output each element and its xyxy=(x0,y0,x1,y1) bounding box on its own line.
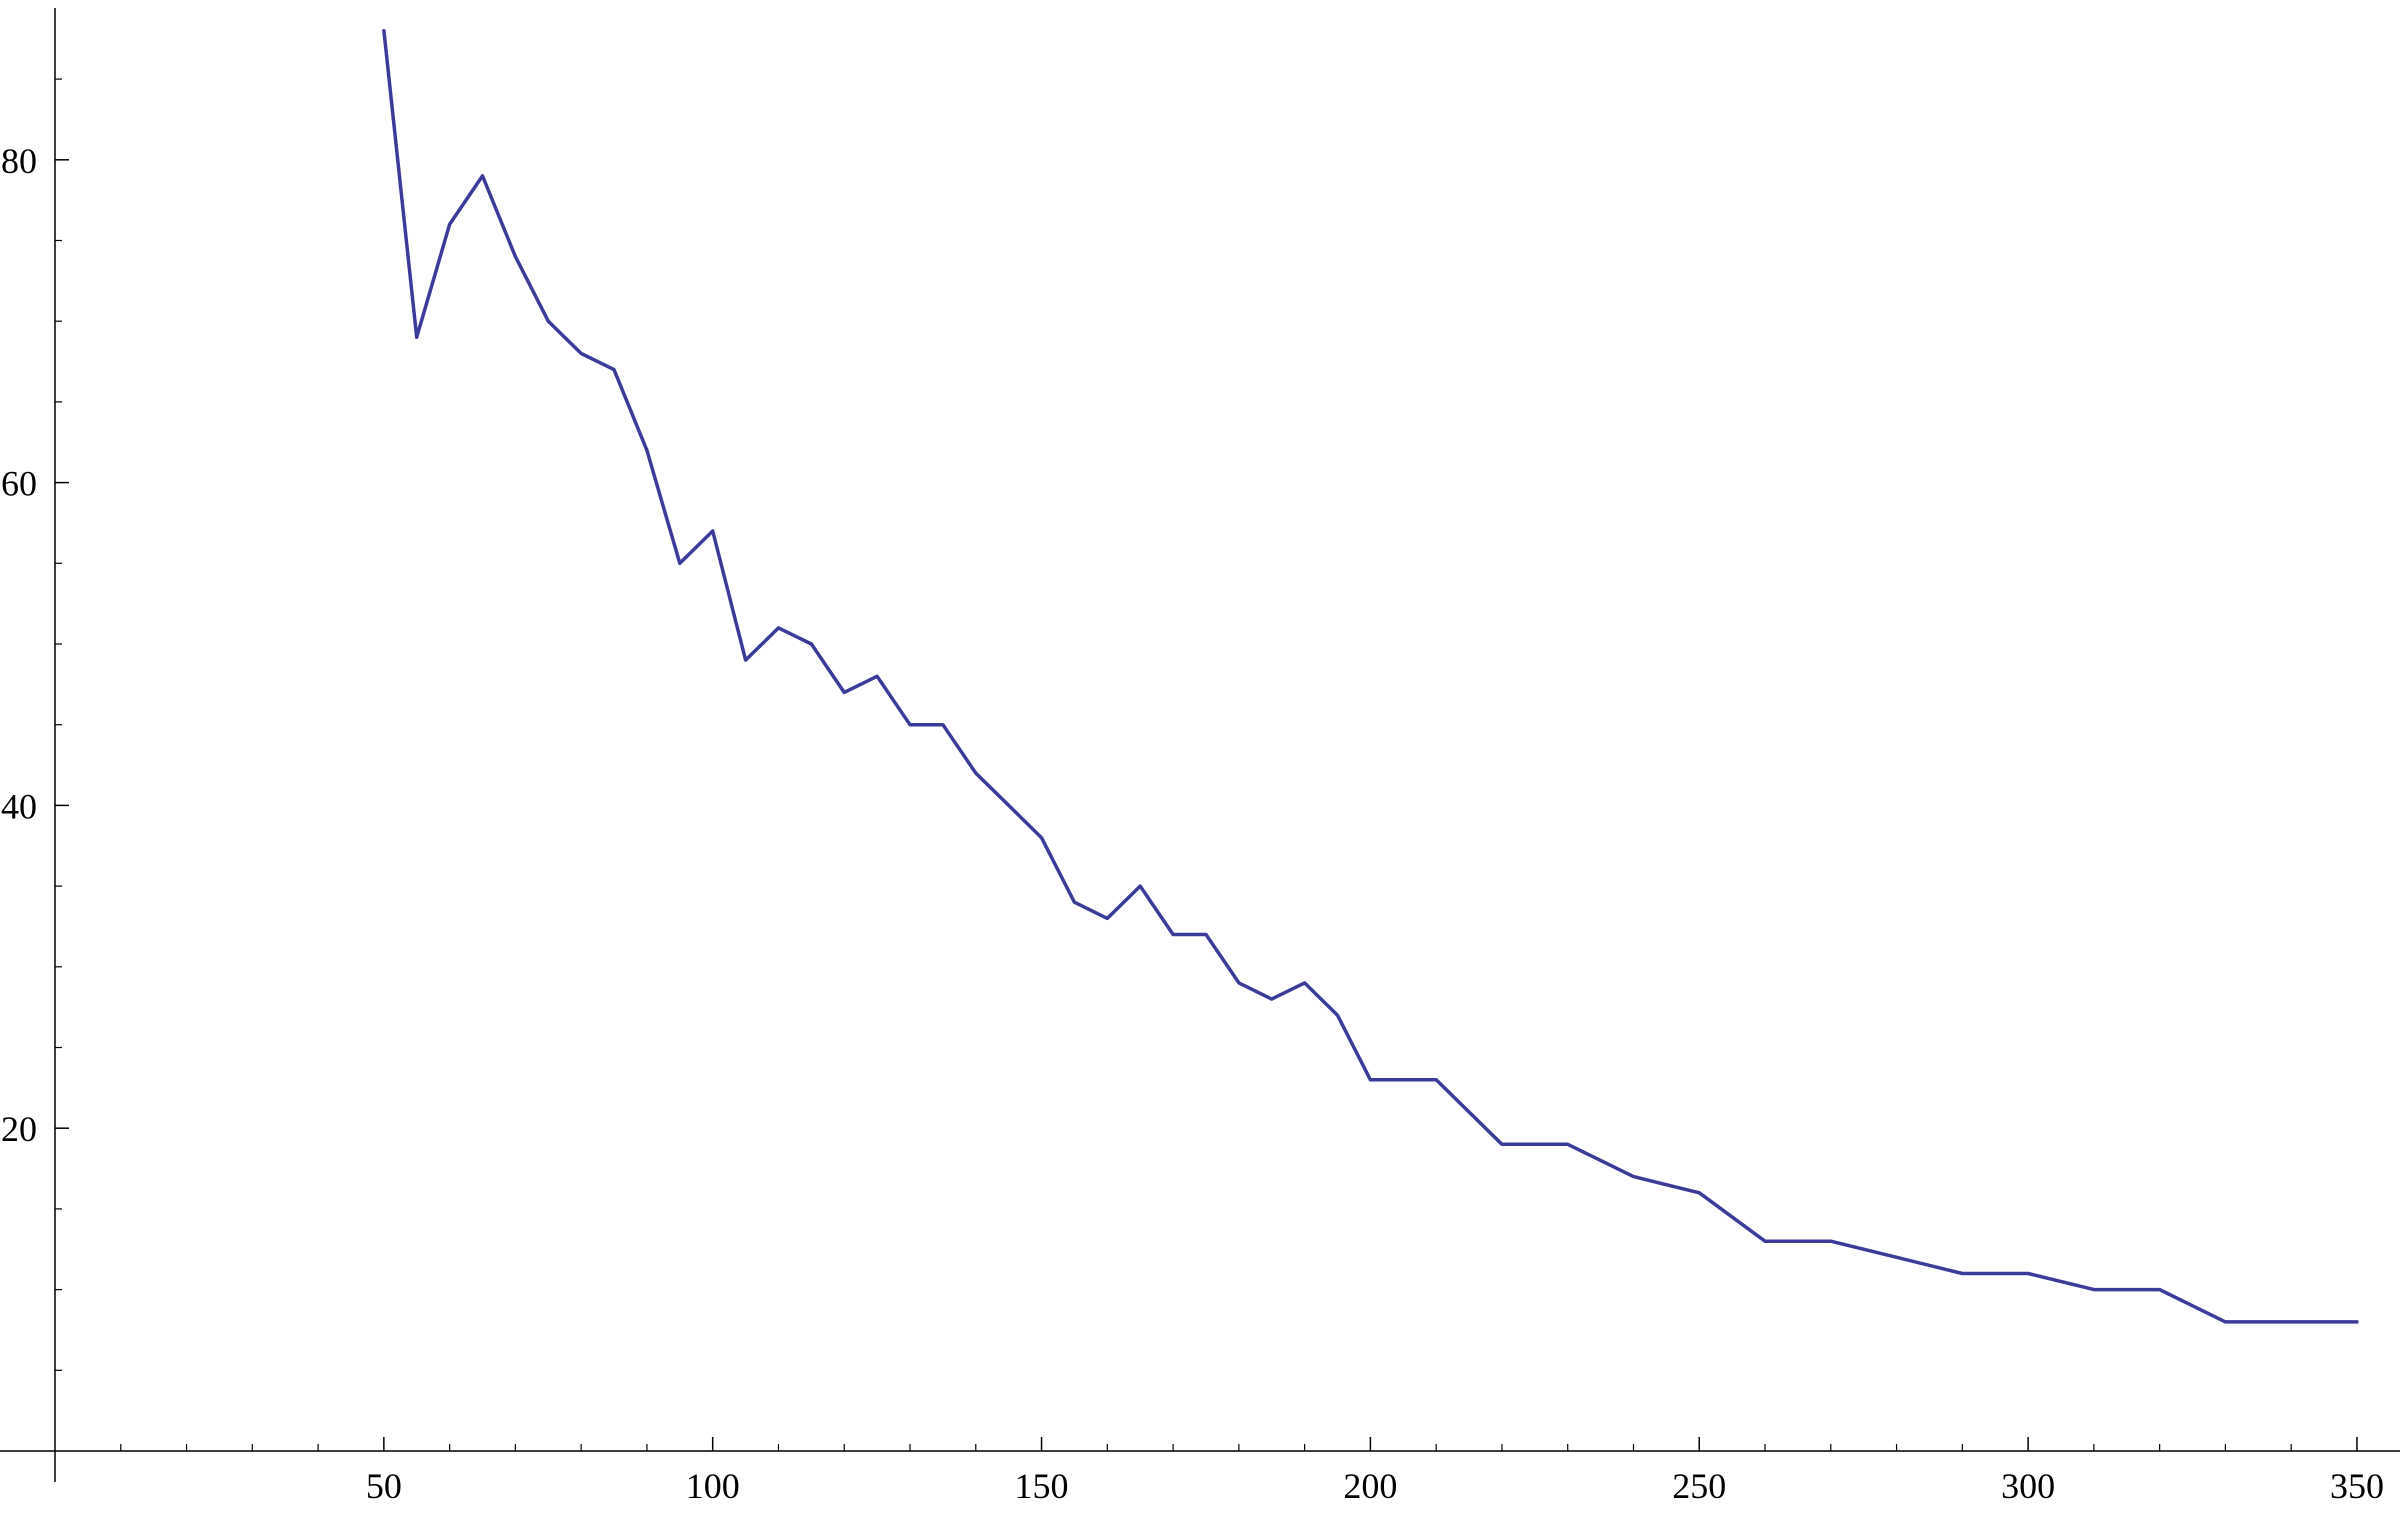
x-tick-label: 50 xyxy=(366,1466,402,1506)
data-point xyxy=(775,625,781,631)
data-point xyxy=(578,350,584,356)
data-point xyxy=(1894,1254,1900,1260)
data-point xyxy=(1762,1238,1768,1244)
data-point xyxy=(611,367,617,373)
data-point xyxy=(1959,1270,1965,1276)
data-point xyxy=(1203,932,1209,938)
data-point xyxy=(447,221,453,227)
data-point xyxy=(1071,899,1077,905)
data-point xyxy=(907,722,913,728)
data-point xyxy=(677,560,683,566)
data-point xyxy=(808,641,814,647)
data-point xyxy=(743,657,749,663)
data-point xyxy=(2222,1319,2228,1325)
data-point xyxy=(1302,980,1308,986)
x-tick-label: 350 xyxy=(2330,1466,2384,1506)
data-point xyxy=(1565,1141,1571,1147)
x-tick-label: 250 xyxy=(1672,1466,1726,1506)
series-line xyxy=(382,28,2359,1324)
data-point xyxy=(1236,980,1242,986)
data-point xyxy=(2354,1319,2360,1325)
data-point xyxy=(480,173,486,179)
data-point xyxy=(1006,802,1012,808)
data-point xyxy=(1170,932,1176,938)
data-point xyxy=(1367,1077,1373,1083)
data-point xyxy=(381,28,387,34)
axes xyxy=(0,8,2400,1482)
series-layer xyxy=(381,28,2360,1325)
data-point xyxy=(710,528,716,534)
data-point xyxy=(874,673,880,679)
data-point xyxy=(1269,996,1275,1002)
y-tick-label: 60 xyxy=(1,464,37,504)
axis-ticks xyxy=(55,78,2358,1451)
y-tick-label: 80 xyxy=(1,141,37,181)
data-point xyxy=(973,770,979,776)
data-point xyxy=(1039,835,1045,841)
x-tick-label: 300 xyxy=(2001,1466,2055,1506)
data-point xyxy=(644,447,650,453)
data-point xyxy=(1630,1174,1636,1180)
x-tick-label: 150 xyxy=(1015,1466,1069,1506)
tick-labels: 50 100 150 200 250 300 350 20 40 60 80 xyxy=(1,141,2384,1506)
data-point xyxy=(2157,1287,2163,1293)
x-tick-label: 200 xyxy=(1343,1466,1397,1506)
data-point xyxy=(1335,1012,1341,1018)
series-points xyxy=(381,28,2360,1325)
y-tick-label: 40 xyxy=(1,786,37,826)
data-point xyxy=(414,334,420,340)
data-point xyxy=(1433,1077,1439,1083)
data-point xyxy=(1828,1238,1834,1244)
data-point xyxy=(1104,915,1110,921)
data-point xyxy=(2025,1270,2031,1276)
x-tick-label: 100 xyxy=(686,1466,740,1506)
data-point xyxy=(2288,1319,2294,1325)
data-point xyxy=(1696,1190,1702,1196)
data-point xyxy=(2091,1287,2097,1293)
data-point xyxy=(841,689,847,695)
data-point xyxy=(1499,1141,1505,1147)
data-point xyxy=(940,722,946,728)
data-point xyxy=(512,254,518,260)
data-point xyxy=(545,318,551,324)
data-point xyxy=(1137,883,1143,889)
y-tick-label: 20 xyxy=(1,1109,37,1149)
